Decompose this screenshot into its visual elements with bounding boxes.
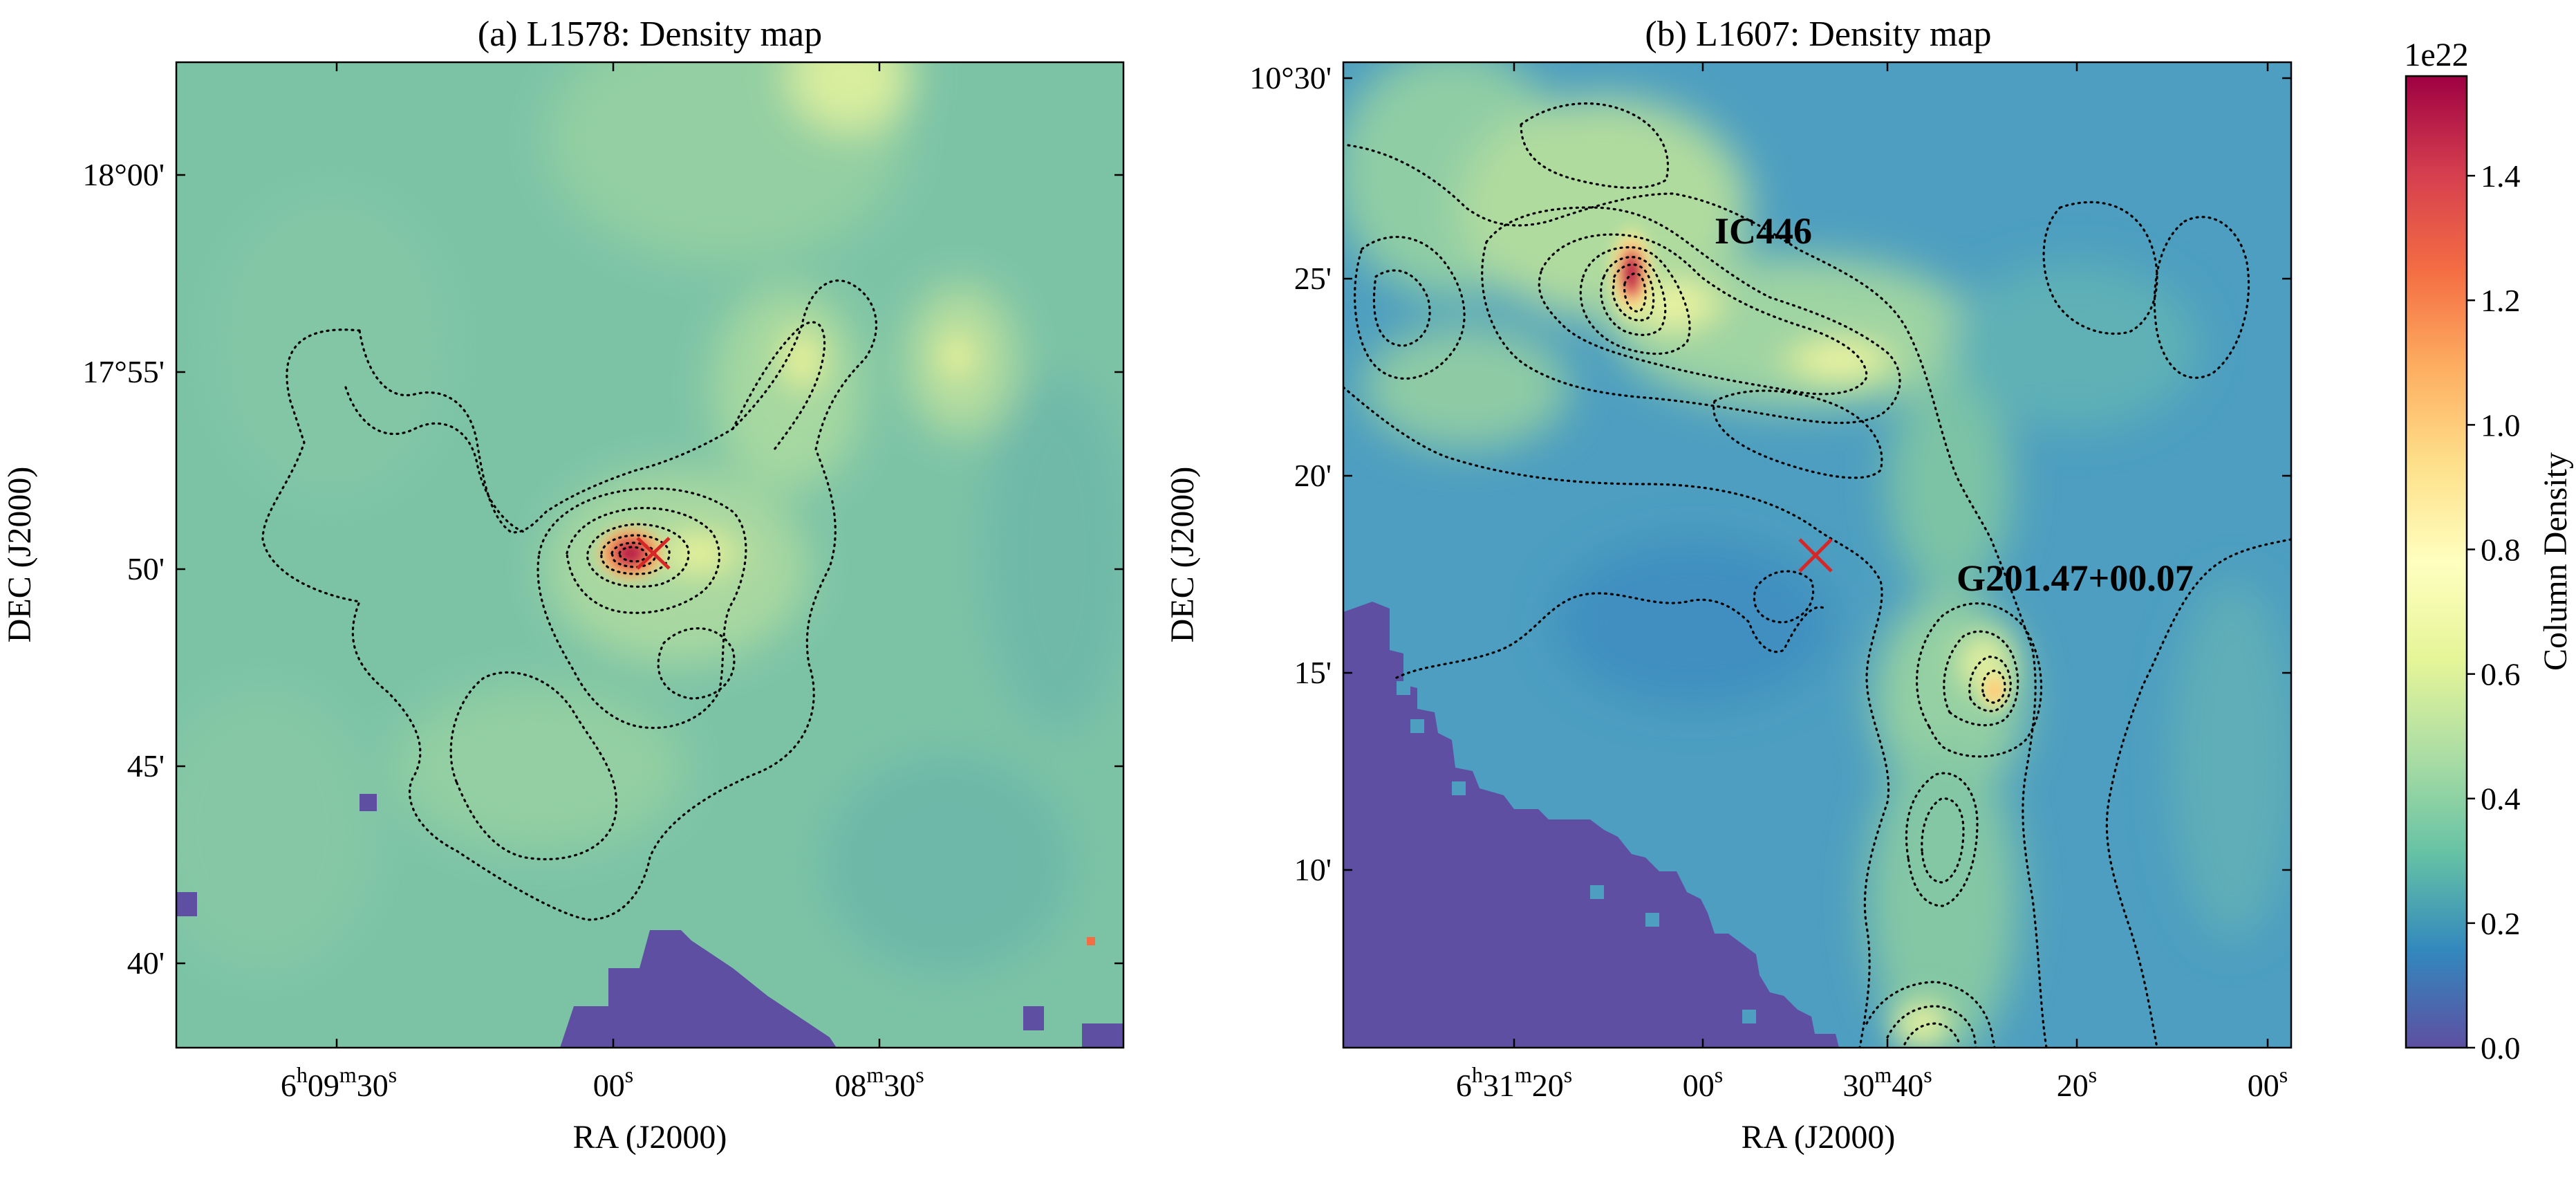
panel-a-xlabel: RA (J2000) bbox=[573, 1119, 727, 1156]
panel-b-ticks bbox=[1343, 62, 2291, 1048]
panel-a-xtick-label: 08m30s bbox=[834, 1062, 924, 1103]
annotation-g201: G201.47+00.07 bbox=[1957, 557, 2194, 599]
panel-a: (a) L1578: Density map RA (J2000) DEC (J… bbox=[1, 15, 1125, 1156]
colorbar-tick-label: 0.4 bbox=[2481, 781, 2521, 817]
annotation-ic446: IC446 bbox=[1715, 210, 1812, 252]
panel-b-xlabel: RA (J2000) bbox=[1742, 1119, 1896, 1156]
panel-a-frame bbox=[175, 61, 1125, 1049]
panel-a-ytick-label: 17°55' bbox=[82, 354, 165, 389]
colorbar-gradient bbox=[2406, 76, 2467, 1048]
colorbar-frame bbox=[2405, 75, 2468, 1049]
colorbar-tick-label: 1.2 bbox=[2481, 283, 2521, 318]
panel-b-xtick-label: 00s bbox=[1683, 1062, 1723, 1103]
panel-a-ytick-label: 18°00' bbox=[82, 157, 165, 192]
panel-a-density-image bbox=[176, 62, 1123, 1048]
panel-a-marker bbox=[636, 537, 671, 570]
colorbar-label: Column Density bbox=[2537, 452, 2574, 671]
colorbar-tick-label: 0.0 bbox=[2481, 1030, 2521, 1066]
colorbar: 1e22 0.0 0.2 0.4 0.6 0.8 1.0 1.2 1.4 Column Den… bbox=[2404, 37, 2574, 1066]
panel-a-contours bbox=[261, 279, 878, 921]
panel-a-ylabel: DEC (J2000) bbox=[1, 467, 38, 643]
panel-a-ytick-label: 50' bbox=[127, 551, 165, 586]
colorbar-tick-label: 1.4 bbox=[2481, 158, 2521, 194]
colorbar-tick-label: 0.6 bbox=[2481, 657, 2521, 692]
panel-b-frame bbox=[1342, 61, 2293, 1049]
colorbar-ticks: 0.0 0.2 0.4 0.6 0.8 1.0 1.2 1.4 bbox=[2467, 158, 2521, 1066]
panel-b-ytick-label: 10' bbox=[1294, 852, 1332, 887]
panel-a-ytick-label: 40' bbox=[127, 945, 165, 981]
panel-b-density-image bbox=[1343, 62, 2291, 1048]
panel-a-ytick-label: 45' bbox=[127, 748, 165, 784]
panel-b-title: (b) L1607: Density map bbox=[1645, 15, 1991, 54]
panel-b-contours bbox=[1343, 102, 2291, 1048]
panel-a-masked-region bbox=[560, 930, 837, 1048]
panel-a-xtick-label: 6h09m30s bbox=[281, 1062, 397, 1103]
panel-b: (b) L1607: Density map RA (J2000) DEC (J… bbox=[1164, 15, 2293, 1156]
panel-b-ytick-label: 20' bbox=[1294, 458, 1332, 493]
panel-b-xtick-label: 30m40s bbox=[1842, 1062, 1932, 1103]
panel-b-xtick-label: 20s bbox=[2057, 1062, 2097, 1103]
panel-a-ticks bbox=[176, 62, 1123, 1048]
panel-a-xtick-label: 00s bbox=[593, 1062, 633, 1103]
panel-a-title: (a) L1578: Density map bbox=[478, 15, 822, 54]
panel-b-marker bbox=[1798, 538, 1833, 573]
colorbar-tick-label: 0.2 bbox=[2481, 906, 2521, 941]
panel-b-masked-region bbox=[1343, 602, 1839, 1048]
panel-b-ytick-label: 10°30' bbox=[1249, 60, 1332, 95]
colorbar-offset-text: 1e22 bbox=[2404, 37, 2468, 73]
colorbar-tick-label: 1.0 bbox=[2481, 407, 2521, 443]
panel-b-ylabel: DEC (J2000) bbox=[1164, 467, 1201, 643]
panel-b-xtick-label: 6h31m20s bbox=[1456, 1062, 1572, 1103]
panel-b-xtick-label: 00s bbox=[2248, 1062, 2288, 1103]
colorbar-tick-label: 0.8 bbox=[2481, 532, 2521, 567]
panel-b-ytick-label: 25' bbox=[1294, 261, 1332, 296]
panel-b-ytick-label: 15' bbox=[1294, 655, 1332, 690]
